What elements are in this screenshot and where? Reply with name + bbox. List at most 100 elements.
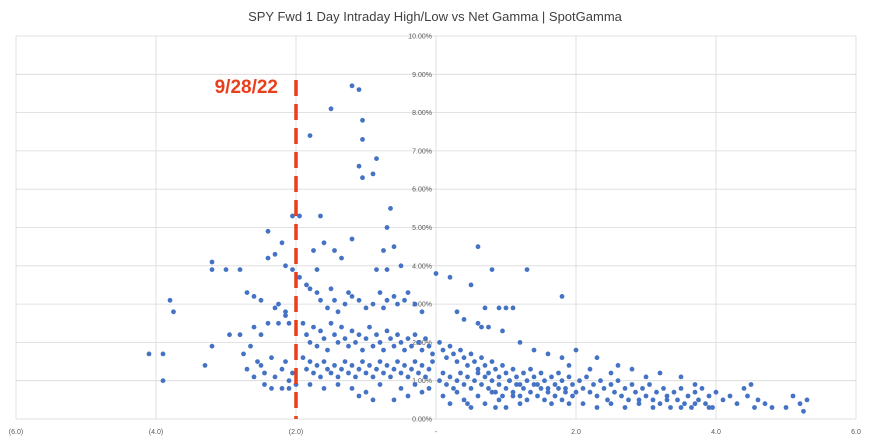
- data-point: [381, 248, 386, 253]
- data-point: [370, 301, 376, 307]
- data-point: [486, 370, 491, 376]
- data-point: [251, 324, 257, 330]
- data-point: [286, 378, 292, 384]
- data-point: [678, 374, 684, 380]
- data-point: [318, 213, 323, 219]
- data-point: [440, 393, 446, 399]
- y-tick-label: 2.00%: [412, 340, 432, 347]
- x-tick-label: -: [435, 429, 438, 436]
- x-tick-label: (6.0): [9, 429, 23, 436]
- data-point: [531, 347, 537, 353]
- data-point: [482, 401, 488, 407]
- data-point: [160, 351, 166, 357]
- data-point: [346, 370, 351, 376]
- data-point: [290, 370, 295, 376]
- data-point: [318, 297, 323, 303]
- data-point: [384, 328, 390, 334]
- data-point: [657, 370, 663, 376]
- data-point: [451, 386, 456, 391]
- data-point: [440, 370, 446, 376]
- data-point: [584, 374, 589, 380]
- data-point: [416, 340, 421, 345]
- data-point: [496, 382, 502, 387]
- data-point: [391, 343, 397, 349]
- x-tick-label: 4.0: [711, 429, 721, 436]
- data-point: [346, 290, 351, 295]
- data-point: [762, 401, 768, 407]
- data-point: [307, 286, 313, 292]
- data-point: [209, 267, 215, 272]
- data-point: [356, 366, 362, 372]
- data-point: [405, 290, 411, 295]
- data-point: [419, 389, 425, 395]
- data-point: [283, 263, 288, 269]
- data-point: [381, 347, 386, 353]
- data-point: [321, 386, 327, 391]
- data-point: [703, 401, 708, 407]
- data-point: [342, 359, 348, 364]
- data-point: [426, 386, 432, 391]
- data-point: [391, 244, 397, 250]
- y-tick-label: 6.00%: [412, 187, 432, 194]
- data-point: [349, 83, 355, 89]
- data-point: [528, 389, 533, 395]
- data-point: [461, 397, 467, 403]
- data-point: [552, 393, 558, 399]
- data-point: [430, 351, 435, 357]
- data-point: [510, 366, 516, 372]
- data-point: [552, 382, 558, 387]
- data-point: [395, 359, 400, 364]
- data-point: [671, 389, 677, 395]
- data-point: [475, 244, 481, 250]
- data-point: [503, 405, 509, 410]
- data-point: [514, 374, 519, 380]
- data-point: [370, 397, 376, 403]
- data-point: [524, 267, 530, 272]
- data-point: [146, 351, 152, 357]
- data-point: [647, 382, 652, 387]
- data-point: [391, 366, 397, 372]
- data-point: [619, 393, 624, 399]
- data-point: [538, 386, 544, 391]
- data-point: [405, 393, 411, 399]
- data-point: [265, 228, 271, 234]
- data-point: [626, 397, 631, 403]
- data-point: [468, 386, 474, 391]
- data-point: [335, 374, 341, 380]
- data-point: [475, 366, 481, 372]
- data-point: [286, 386, 292, 391]
- data-point: [556, 386, 561, 391]
- data-point: [486, 386, 491, 391]
- data-point: [335, 340, 341, 345]
- data-point: [398, 386, 404, 391]
- data-point: [258, 297, 264, 303]
- data-point: [332, 332, 337, 338]
- data-point: [381, 370, 386, 376]
- data-point: [363, 389, 369, 395]
- data-point: [531, 374, 537, 380]
- data-point: [570, 382, 575, 387]
- data-point: [465, 401, 470, 407]
- data-point: [237, 267, 243, 272]
- data-point: [556, 370, 561, 376]
- data-point: [318, 328, 323, 334]
- data-point: [675, 397, 680, 403]
- data-point: [349, 363, 355, 368]
- data-point: [367, 363, 372, 368]
- data-point: [311, 324, 316, 330]
- data-point: [601, 386, 607, 391]
- data-point: [209, 343, 215, 349]
- data-point: [454, 389, 460, 395]
- data-point: [563, 389, 568, 395]
- data-point: [591, 382, 596, 387]
- data-point: [727, 393, 733, 399]
- data-point: [328, 286, 334, 292]
- data-point: [622, 386, 628, 391]
- data-point: [335, 309, 341, 315]
- data-point: [612, 389, 617, 395]
- data-point: [283, 309, 288, 315]
- data-point: [307, 359, 313, 364]
- data-point: [279, 240, 285, 246]
- data-point: [535, 382, 540, 387]
